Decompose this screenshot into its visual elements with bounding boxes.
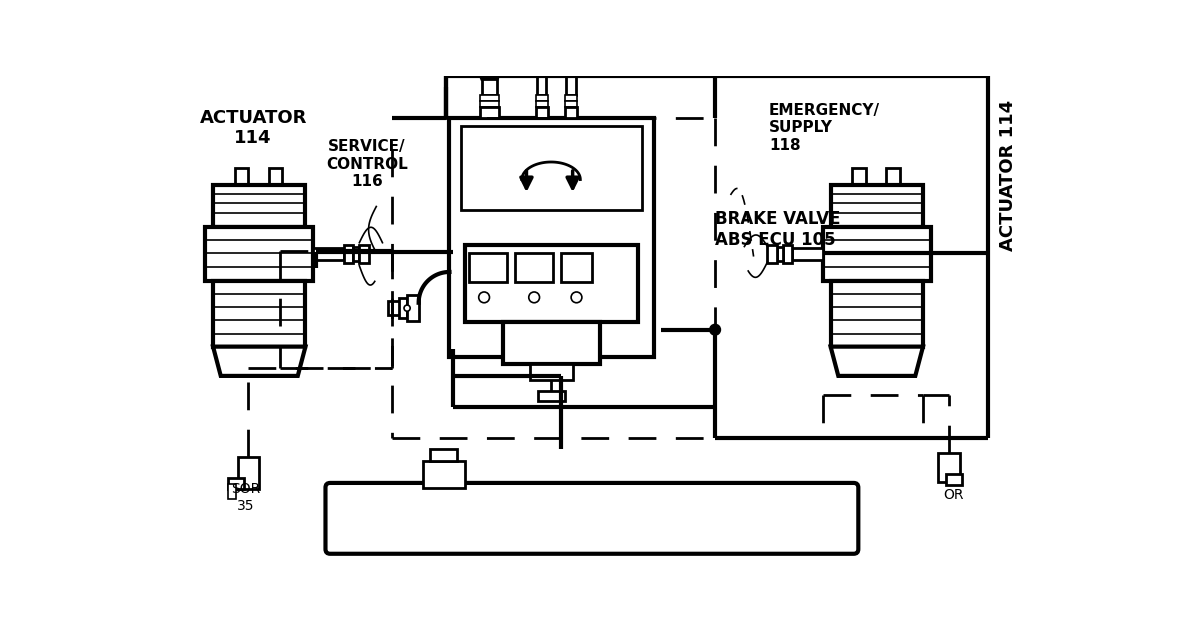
Bar xyxy=(353,248,359,261)
Bar xyxy=(214,281,306,347)
Bar xyxy=(464,245,638,322)
Bar xyxy=(535,95,548,101)
Polygon shape xyxy=(473,56,506,79)
Bar xyxy=(535,101,548,107)
Text: BRAKE VALVE
ABS ECU 105: BRAKE VALVE ABS ECU 105 xyxy=(715,210,840,249)
Bar xyxy=(235,168,248,185)
Bar xyxy=(830,185,923,227)
Circle shape xyxy=(709,324,720,335)
Bar xyxy=(407,295,419,321)
Bar xyxy=(792,248,823,260)
Bar xyxy=(214,185,306,227)
Circle shape xyxy=(529,292,540,303)
Bar xyxy=(565,107,577,118)
Bar xyxy=(852,168,866,185)
Text: ACTUATOR
114: ACTUATOR 114 xyxy=(199,108,307,147)
Bar xyxy=(205,227,313,281)
Bar xyxy=(886,168,900,185)
Bar xyxy=(450,118,654,357)
Bar xyxy=(469,253,508,282)
Bar xyxy=(535,107,548,118)
Bar xyxy=(422,461,464,488)
Bar xyxy=(313,248,344,260)
Bar xyxy=(515,253,553,282)
Bar xyxy=(823,227,931,281)
Bar xyxy=(228,478,244,489)
Circle shape xyxy=(571,292,582,303)
Polygon shape xyxy=(830,346,923,376)
Circle shape xyxy=(479,292,490,303)
Bar xyxy=(566,64,576,95)
Bar xyxy=(344,245,353,263)
Text: SERVICE/
CONTROL
116: SERVICE/ CONTROL 116 xyxy=(326,139,408,189)
Bar xyxy=(481,79,497,95)
Bar xyxy=(388,301,407,315)
Text: OR: OR xyxy=(943,488,964,502)
Bar xyxy=(400,298,407,318)
Bar xyxy=(946,474,961,485)
Bar xyxy=(228,484,236,499)
Polygon shape xyxy=(214,346,306,376)
Text: ACTUATOR 114: ACTUATOR 114 xyxy=(998,100,1016,251)
Bar xyxy=(830,281,923,347)
Bar xyxy=(538,391,565,401)
Bar xyxy=(269,168,282,185)
Text: EMERGENCY/
SUPPLY
118: EMERGENCY/ SUPPLY 118 xyxy=(769,103,880,153)
Bar xyxy=(768,245,776,263)
Bar xyxy=(565,95,577,101)
Bar xyxy=(431,449,457,461)
Bar xyxy=(538,60,546,95)
Bar xyxy=(562,253,592,282)
Bar xyxy=(238,457,259,489)
Bar xyxy=(359,245,368,263)
FancyBboxPatch shape xyxy=(325,483,858,554)
Circle shape xyxy=(404,305,410,311)
Bar xyxy=(565,101,577,107)
Bar xyxy=(461,125,642,210)
Bar xyxy=(480,95,499,101)
Bar xyxy=(776,248,782,261)
Bar xyxy=(530,364,572,380)
Bar xyxy=(782,245,792,263)
Bar xyxy=(503,322,600,364)
Bar xyxy=(938,453,960,482)
Bar xyxy=(480,107,499,118)
Bar xyxy=(480,101,499,107)
Text: SOR
35: SOR 35 xyxy=(230,483,260,513)
